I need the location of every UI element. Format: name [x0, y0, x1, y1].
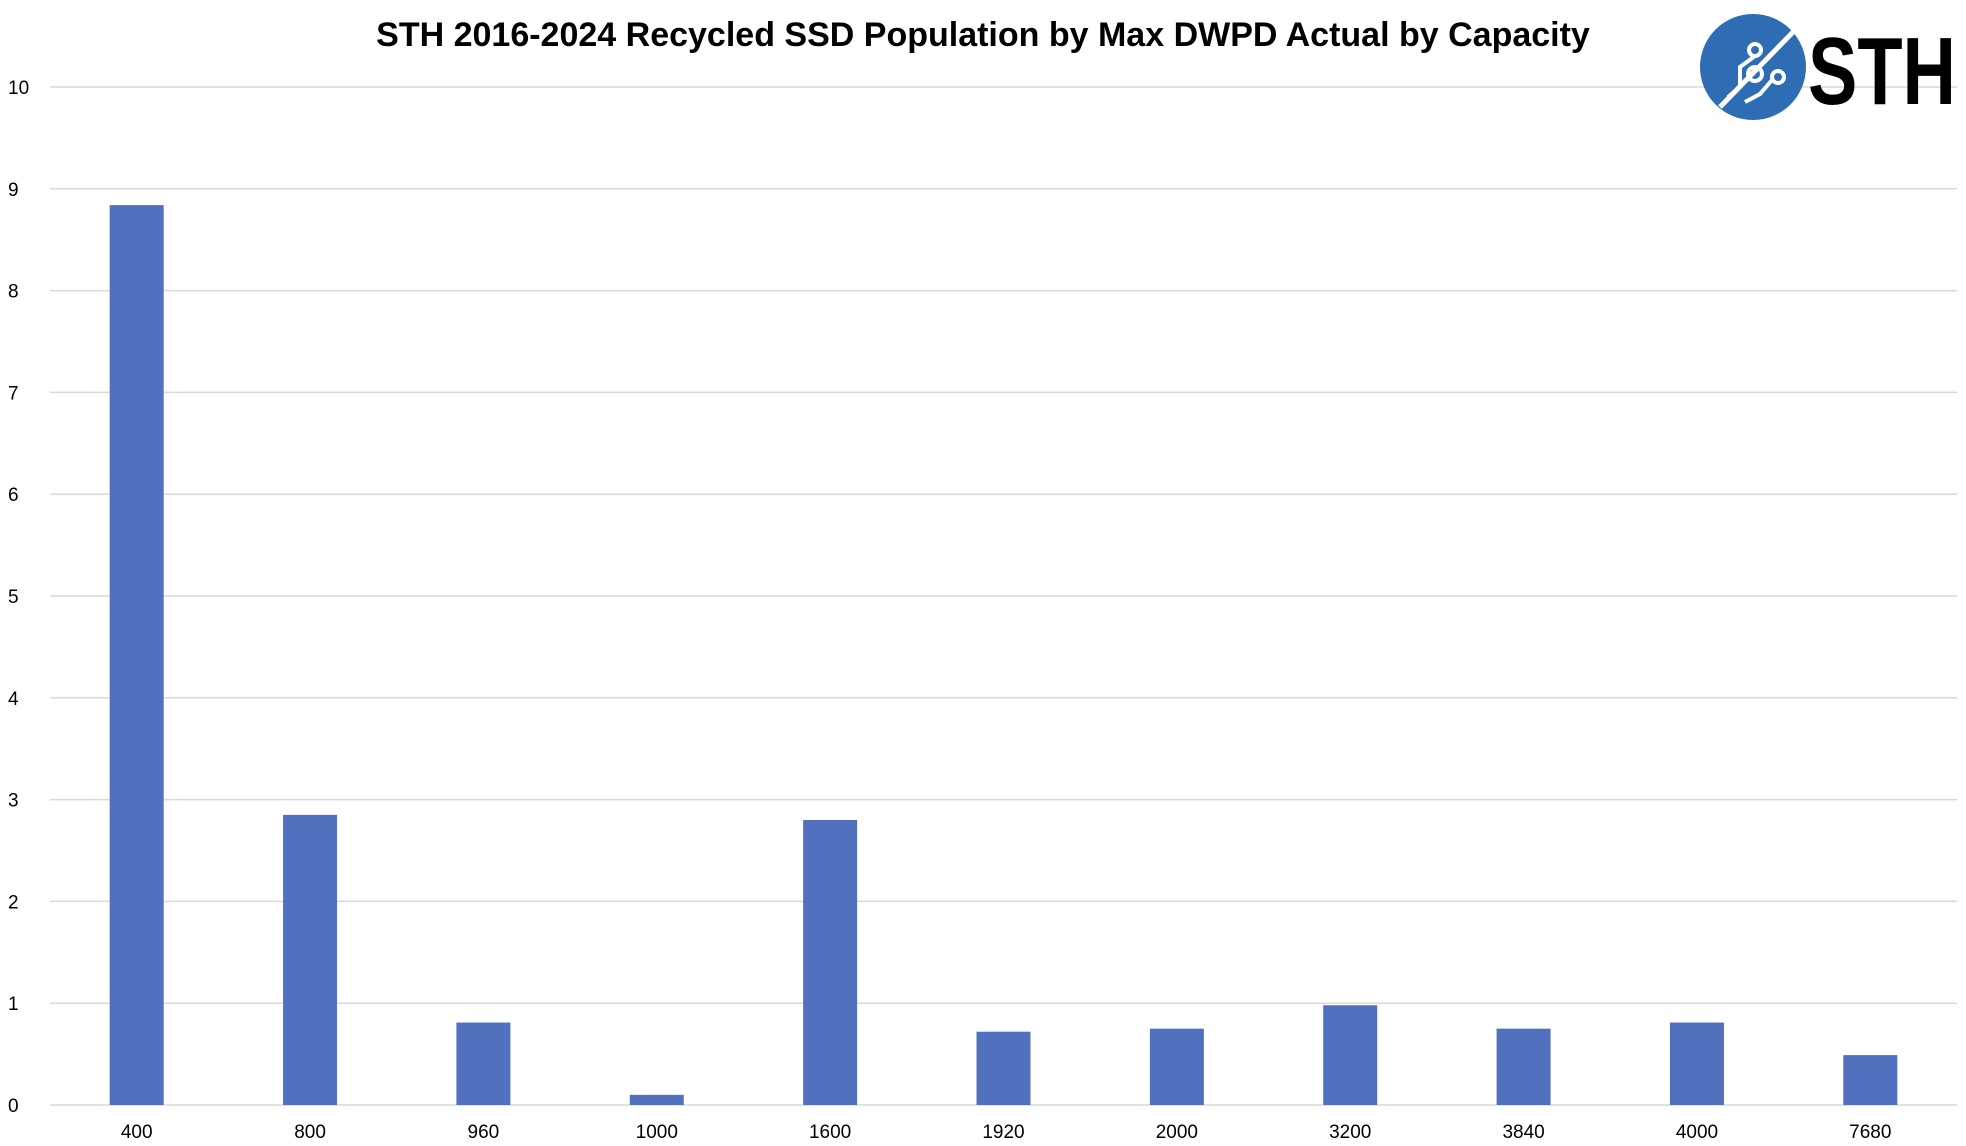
bar	[803, 819, 858, 1105]
bar	[1843, 1055, 1898, 1105]
x-tick-label: 2000	[1156, 1122, 1198, 1143]
x-tick-label: 3840	[1502, 1122, 1544, 1143]
bar	[456, 1022, 511, 1105]
x-tick-label: 1000	[636, 1122, 678, 1143]
bar	[1669, 1022, 1724, 1105]
y-tick-label: 8	[8, 282, 19, 303]
x-tick-label: 400	[121, 1122, 153, 1143]
x-tick-label: 1920	[982, 1122, 1024, 1143]
y-tick-label: 7	[8, 383, 19, 404]
x-tick-label: 960	[468, 1122, 500, 1143]
x-tick-label: 1600	[809, 1122, 851, 1143]
x-tick-label: 800	[294, 1122, 326, 1143]
y-tick-label: 4	[8, 689, 19, 710]
bar	[1323, 1005, 1378, 1105]
bar	[109, 205, 164, 1105]
bar	[1496, 1028, 1551, 1105]
sth-logo: STH	[1700, 14, 1956, 122]
y-tick-label: 5	[8, 587, 19, 608]
x-tick-label: 3200	[1329, 1122, 1371, 1143]
y-tick-label: 10	[8, 78, 29, 99]
x-tick-label: 7680	[1849, 1122, 1891, 1143]
y-tick-label: 9	[8, 180, 19, 201]
bar	[1149, 1028, 1204, 1105]
y-tick-label: 2	[8, 892, 19, 913]
bar	[976, 1031, 1031, 1105]
y-tick-label: 6	[8, 485, 19, 506]
y-tick-label: 0	[8, 1096, 19, 1117]
bar	[629, 1094, 684, 1105]
bar	[283, 814, 338, 1105]
x-tick-label: 4000	[1676, 1122, 1718, 1143]
logo-text: STH	[1808, 18, 1956, 122]
chart-title: STH 2016-2024 Recycled SSD Population by…	[376, 16, 1590, 54]
y-tick-label: 3	[8, 791, 19, 812]
y-tick-label: 1	[8, 994, 19, 1015]
